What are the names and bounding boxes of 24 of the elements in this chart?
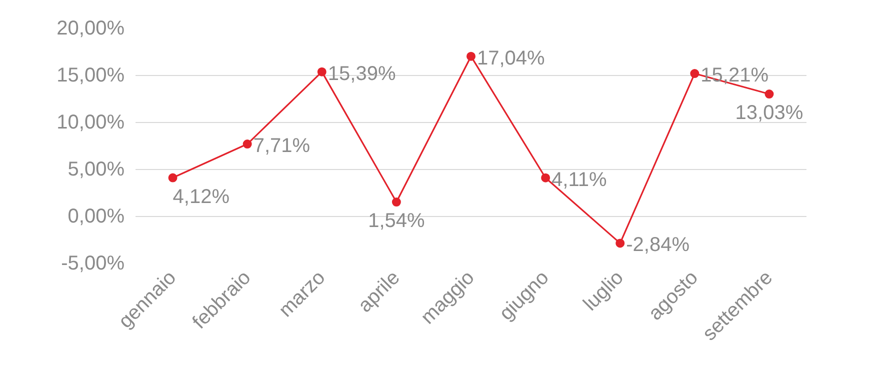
point bbox=[541, 173, 550, 182]
data-label: 15,39% bbox=[328, 62, 396, 85]
y-tick-label: 5,00% bbox=[68, 158, 125, 180]
point bbox=[616, 238, 625, 248]
point bbox=[242, 140, 252, 149]
data-label: 13,03% bbox=[735, 102, 804, 124]
data-label: 4,11% bbox=[552, 168, 607, 191]
data-label: 7,71% bbox=[253, 135, 310, 158]
point bbox=[690, 69, 700, 78]
data-label: 17,04% bbox=[477, 47, 546, 70]
data-label: 4,12% bbox=[172, 186, 230, 208]
data-label: 1,54% bbox=[368, 210, 426, 232]
point bbox=[392, 198, 401, 207]
y-tick-label: -5,00% bbox=[61, 252, 125, 274]
data-label: -2,84% bbox=[626, 234, 690, 256]
point bbox=[317, 67, 326, 76]
y-tick-label: 0,00% bbox=[68, 206, 125, 228]
y-tick-label: 10,00% bbox=[56, 112, 125, 134]
point bbox=[764, 90, 774, 99]
point bbox=[466, 52, 476, 61]
y-tick-label: 15,00% bbox=[56, 64, 125, 86]
data-label: 15,21% bbox=[700, 64, 769, 87]
y-tick-label: 20,00% bbox=[56, 18, 125, 40]
point bbox=[168, 173, 178, 182]
